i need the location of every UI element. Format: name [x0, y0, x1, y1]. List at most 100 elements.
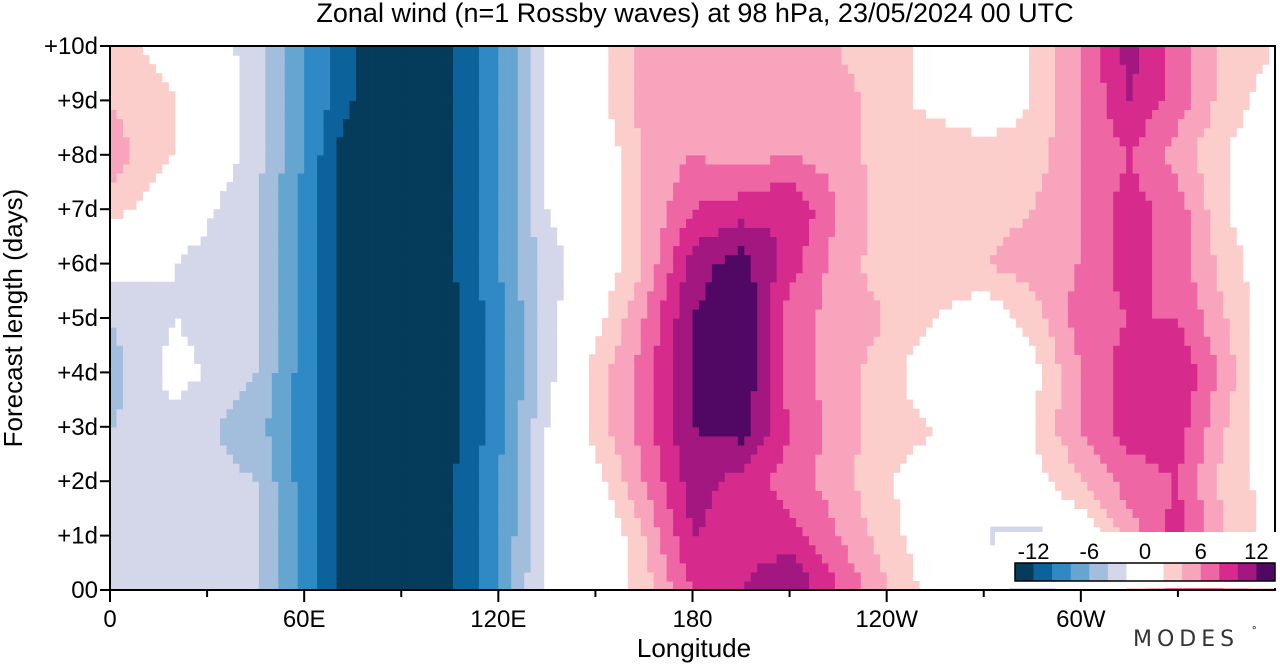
heatmap-cell	[207, 417, 215, 428]
heatmap-cell	[368, 354, 376, 364]
heatmap-cell	[731, 372, 739, 383]
heatmap-cell	[841, 281, 849, 292]
heatmap-cell	[330, 463, 338, 473]
heatmap-cell	[912, 417, 920, 428]
heatmap-cell	[1061, 336, 1069, 346]
heatmap-cell	[161, 535, 169, 546]
heatmap-cell	[653, 571, 661, 582]
heatmap-cell	[1100, 481, 1108, 491]
heatmap-cell	[627, 580, 635, 591]
heatmap-cell	[181, 308, 189, 319]
heatmap-cell	[1158, 481, 1166, 491]
heatmap-cell	[1177, 363, 1185, 373]
heatmap-cell	[802, 281, 810, 292]
heatmap-cell	[679, 417, 687, 428]
heatmap-cell	[349, 517, 357, 528]
heatmap-cell	[815, 381, 823, 392]
heatmap-cell	[802, 318, 810, 328]
heatmap-cell	[1074, 426, 1082, 437]
heatmap-cell	[1087, 417, 1095, 428]
heatmap-cell	[1236, 372, 1244, 383]
heatmap-cell	[647, 308, 655, 319]
heatmap-cell	[880, 336, 888, 346]
heatmap-cell	[1139, 390, 1147, 401]
heatmap-cell	[847, 318, 855, 328]
heatmap-cell	[459, 435, 467, 446]
heatmap-cell	[588, 363, 597, 373]
heatmap-cell	[673, 544, 681, 555]
heatmap-cell	[692, 571, 700, 582]
heatmap-cell	[375, 281, 383, 292]
heatmap-cell	[783, 526, 791, 537]
heatmap-cell	[207, 508, 215, 519]
heatmap-cell	[873, 372, 881, 383]
heatmap-cell	[343, 299, 351, 310]
heatmap-cell	[304, 417, 312, 428]
heatmap-cell	[433, 444, 441, 455]
heatmap-cell	[368, 363, 376, 373]
heatmap-cell	[789, 318, 797, 328]
heatmap-cell	[776, 444, 784, 455]
heatmap-cell	[284, 472, 292, 482]
heatmap-cell	[148, 472, 156, 482]
heatmap-cell	[783, 508, 791, 519]
heatmap-cell	[614, 426, 622, 437]
heatmap-cell	[498, 517, 506, 528]
heatmap-cell	[789, 508, 797, 519]
heatmap-cell	[375, 290, 383, 301]
heatmap-cell	[899, 435, 907, 446]
heatmap-cell	[692, 454, 700, 464]
heatmap-cell	[213, 399, 221, 410]
heatmap-cell	[375, 580, 383, 591]
heatmap-cell	[440, 553, 448, 564]
heatmap-cell	[873, 444, 881, 455]
heatmap-cell	[750, 454, 758, 464]
heatmap-cell	[867, 499, 875, 509]
heatmap-cell	[1067, 308, 1075, 319]
heatmap-cell	[1067, 454, 1075, 464]
heatmap-cell	[724, 372, 732, 383]
heatmap-cell	[1035, 318, 1043, 328]
heatmap-cell	[627, 490, 635, 500]
heatmap-cell	[627, 290, 635, 301]
heatmap-cell	[245, 526, 253, 537]
heatmap-cell	[802, 435, 810, 446]
heatmap-cell	[1145, 417, 1153, 428]
heatmap-cell	[1054, 444, 1063, 455]
heatmap-cell	[407, 562, 415, 573]
heatmap-cell	[181, 544, 189, 555]
heatmap-cell	[821, 399, 830, 410]
heatmap-cell	[310, 544, 318, 555]
heatmap-cell	[821, 553, 830, 564]
heatmap-cell	[647, 336, 655, 346]
heatmap-cell	[1132, 472, 1140, 482]
heatmap-cell	[711, 327, 719, 337]
heatmap-cell	[155, 327, 163, 337]
heatmap-cell	[1190, 508, 1198, 519]
heatmap-cell	[355, 327, 364, 337]
heatmap-cell	[1164, 372, 1173, 383]
heatmap-cell	[1158, 417, 1166, 428]
heatmap-cell	[368, 553, 376, 564]
heatmap-cell	[504, 580, 512, 591]
heatmap-cell	[595, 399, 603, 410]
heatmap-cell	[427, 508, 435, 519]
heatmap-cell	[737, 580, 745, 591]
heatmap-cell	[841, 562, 849, 573]
heatmap-cell	[194, 299, 202, 310]
heatmap-cell	[750, 363, 758, 373]
heatmap-cell	[783, 408, 791, 419]
heatmap-cell	[1093, 481, 1101, 491]
heatmap-cell	[763, 526, 771, 537]
heatmap-cell	[1158, 354, 1166, 364]
heatmap-cell	[796, 372, 804, 383]
heatmap-cell	[155, 526, 163, 537]
heatmap-cell	[1042, 345, 1050, 355]
heatmap-cell	[750, 408, 758, 419]
heatmap-cell	[524, 308, 532, 319]
heatmap-cell	[750, 444, 758, 455]
heatmap-cell	[355, 408, 364, 419]
heatmap-cell	[459, 408, 467, 419]
heatmap-cell	[252, 499, 260, 509]
heatmap-cell	[1171, 336, 1179, 346]
